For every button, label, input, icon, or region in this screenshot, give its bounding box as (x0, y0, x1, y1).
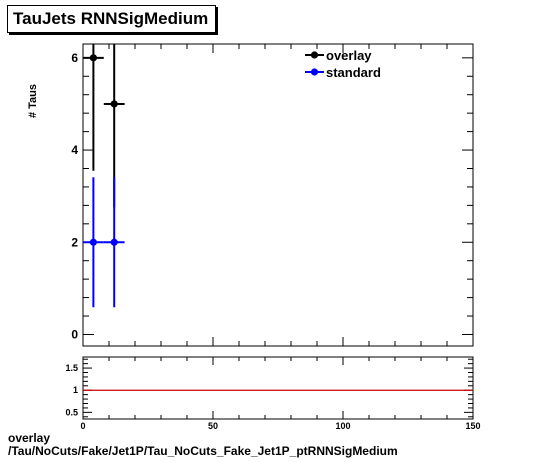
footer-path: overlay /Tau/NoCuts/Fake/Jet1P/Tau_NoCut… (8, 432, 398, 458)
ratio-x-tick-label: 150 (465, 421, 480, 431)
ratio-plot-frame (82, 356, 474, 420)
data-point (89, 238, 97, 246)
y-tick-label: 0 (71, 327, 78, 341)
main-series (83, 44, 125, 308)
legend-marker (310, 68, 319, 76)
legend-label: overlay (326, 48, 372, 63)
y-tick-label: 2 (71, 235, 78, 249)
plot-title: TauJets RNNSigMedium (7, 5, 217, 33)
ratio-y-tick-label: 1 (73, 385, 78, 395)
main-plot: 0 2 4 6 # Taus overlay standard (27, 43, 474, 347)
ratio-axes: 0.5 1 1.5 0 50 100 150 (65, 357, 481, 431)
legend-label: standard (326, 65, 381, 80)
data-point (89, 54, 97, 62)
main-plot-frame (82, 43, 474, 347)
series-standard (83, 177, 125, 308)
main-axes: 0 2 4 6 (71, 44, 474, 346)
data-point (110, 100, 118, 108)
footer-line-1: overlay (8, 431, 51, 445)
y-axis-label: # Taus (27, 84, 39, 118)
legend: overlay standard (305, 48, 381, 80)
data-point (110, 238, 118, 246)
ratio-x-tick-label: 100 (335, 421, 350, 431)
ratio-x-tick-label: 0 (80, 421, 85, 431)
ratio-plot: 0.5 1 1.5 0 50 100 150 (65, 356, 481, 431)
ratio-x-tick-label: 50 (208, 421, 218, 431)
y-tick-label: 6 (71, 51, 78, 65)
y-tick-label: 4 (71, 143, 78, 157)
legend-marker (310, 51, 319, 59)
ratio-y-tick-label: 1.5 (65, 363, 78, 373)
footer-line-2: /Tau/NoCuts/Fake/Jet1P/Tau_NoCuts_Fake_J… (8, 444, 398, 458)
ratio-y-tick-label: 0.5 (65, 407, 78, 417)
